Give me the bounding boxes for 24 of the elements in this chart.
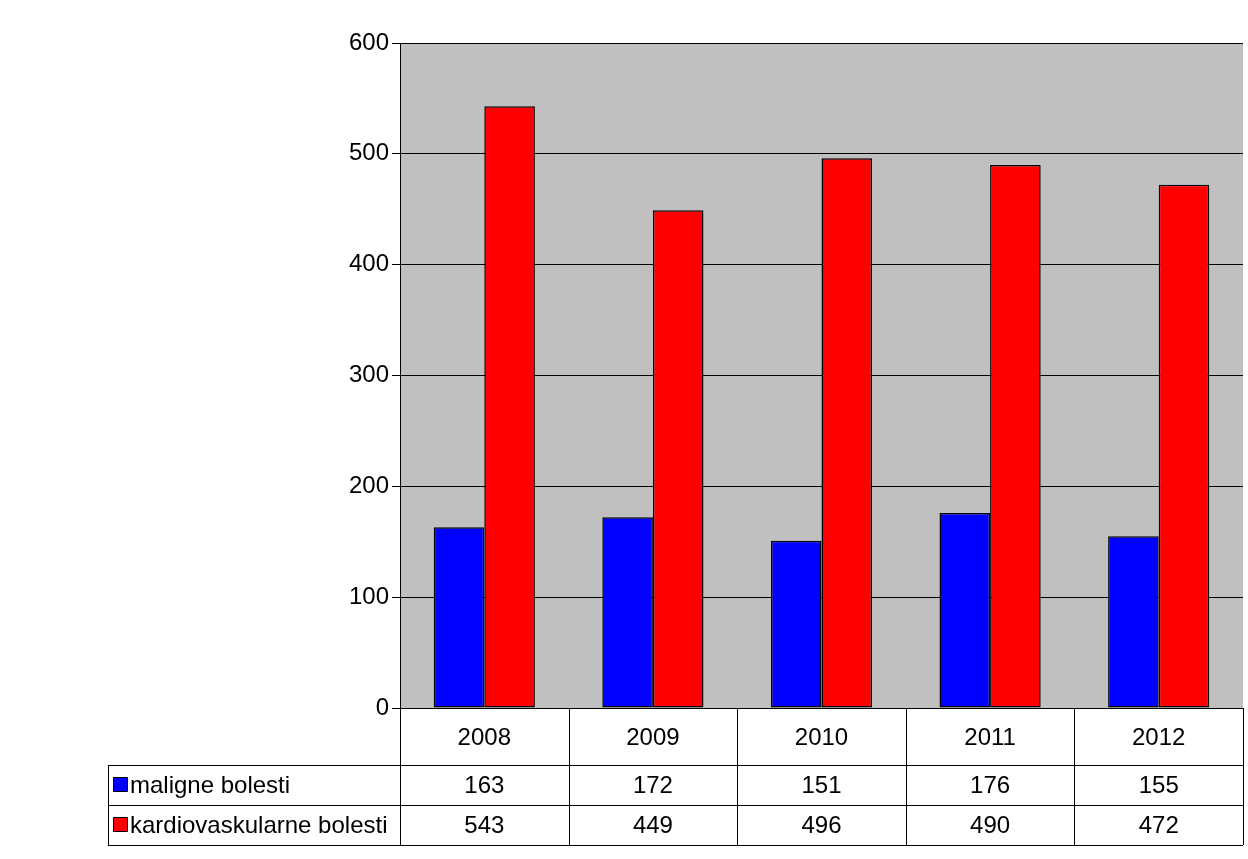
data-label: 449: [632, 810, 673, 838]
y-tick-label: 400: [348, 249, 389, 277]
x-tick-label: 2012: [1132, 723, 1186, 751]
data-label: 496: [801, 810, 842, 838]
data-label: 176: [970, 770, 1011, 798]
x-tick-label: 2010: [794, 723, 849, 751]
y-tick-label: 500: [348, 138, 389, 166]
y-tick-label: 100: [348, 581, 389, 609]
x-tick-label: 2011: [964, 723, 1016, 751]
data-label: 163: [464, 770, 505, 798]
y-tick-label: 0: [375, 692, 389, 720]
y-tick-label: 300: [348, 360, 389, 388]
data-label: 472: [1138, 810, 1179, 838]
data-label: 543: [464, 810, 505, 838]
data-label: 172: [632, 770, 673, 798]
data-label: 490: [970, 810, 1011, 838]
legend-label: kardiovaskularne bolesti: [130, 810, 388, 838]
data-label: 155: [1138, 770, 1179, 798]
legend-label: maligne bolesti: [130, 770, 291, 798]
y-tick-label: 200: [348, 470, 389, 498]
data-label: 151: [801, 770, 842, 798]
x-tick-label: 2009: [626, 723, 680, 751]
y-tick-label: 600: [348, 27, 389, 55]
x-tick-label: 2008: [457, 723, 511, 751]
